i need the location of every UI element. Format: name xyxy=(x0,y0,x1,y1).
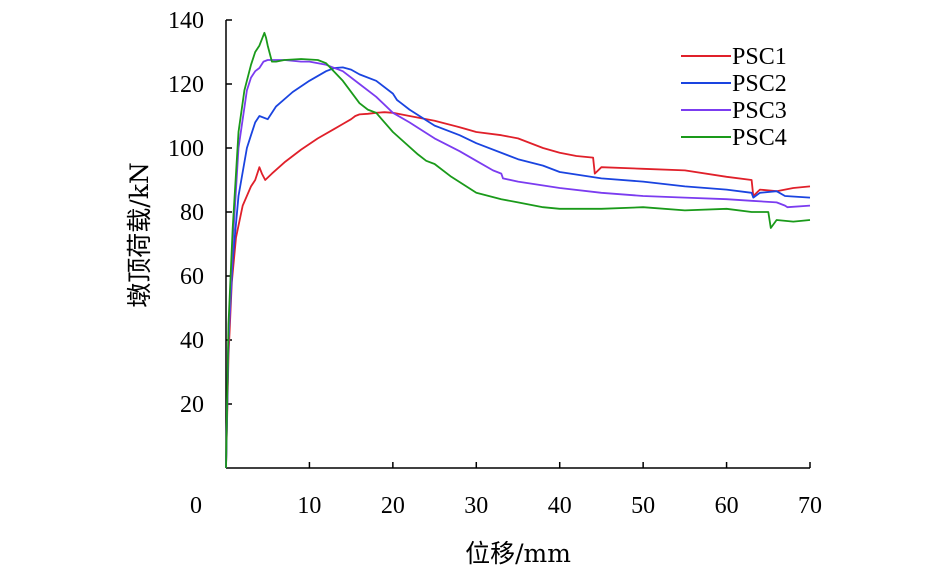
x-tick-label: 60 xyxy=(715,493,739,519)
x-tick-label: 30 xyxy=(464,493,488,519)
series-line-psc3 xyxy=(225,59,811,469)
y-tick-label: 100 xyxy=(168,136,204,162)
legend-label-psc4: PSC4 xyxy=(732,125,787,151)
legend-label-psc2: PSC2 xyxy=(732,71,787,97)
x-tick-label: 40 xyxy=(548,493,572,519)
x-tick-label: 70 xyxy=(798,493,822,519)
legend-label-psc1: PSC1 xyxy=(732,44,787,70)
y-tick-label: 20 xyxy=(180,392,204,418)
series-line-psc1 xyxy=(225,111,811,469)
series-lines xyxy=(225,31,811,469)
ticks: 0 10 20 30 40 50 60 70 20 40 60 80 100 120 140 xyxy=(168,8,822,519)
legend-label-psc3: PSC3 xyxy=(732,98,787,124)
y-tick-label: 80 xyxy=(180,200,204,226)
y-tick-label: 140 xyxy=(168,8,204,34)
x-tick-label: 0 xyxy=(190,493,202,519)
series-line-psc4 xyxy=(225,31,811,469)
y-tick-label: 60 xyxy=(180,264,204,290)
x-tick-label: 10 xyxy=(297,493,321,519)
series-line-psc2 xyxy=(225,66,811,469)
y-axis-title: 墩顶荷载/kN xyxy=(125,162,154,307)
y-tick-label: 120 xyxy=(168,72,204,98)
x-tick-label: 20 xyxy=(381,493,405,519)
y-tick-label: 40 xyxy=(180,328,204,354)
axes xyxy=(225,20,810,469)
x-axis-title: 位移/mm xyxy=(465,539,571,568)
x-tick-label: 50 xyxy=(631,493,655,519)
